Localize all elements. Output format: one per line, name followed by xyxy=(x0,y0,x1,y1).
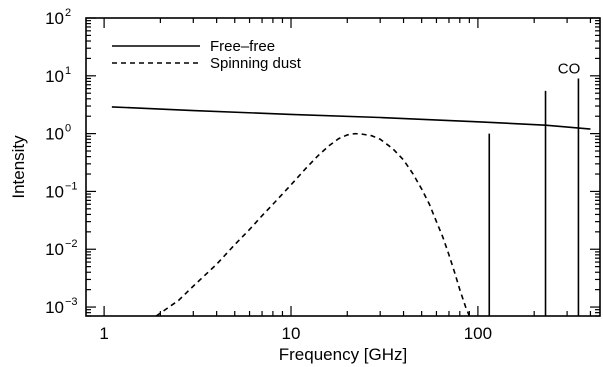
y-tick-exponent: −3 xyxy=(65,296,78,308)
y-tick-exponent: 1 xyxy=(65,65,71,77)
x-axis-label: Frequency [GHz] xyxy=(279,345,408,364)
y-tick-exponent: −2 xyxy=(65,238,78,250)
axis-ticks xyxy=(86,17,600,317)
y-tick-exponent: 0 xyxy=(65,123,71,135)
x-tick-label: 1 xyxy=(99,324,108,343)
y-tick-label: 10 xyxy=(45,125,64,144)
legend: Free–free Spinning dust xyxy=(112,38,302,72)
x-tick-label: 10 xyxy=(282,324,301,343)
y-tick-label: 10 xyxy=(45,67,64,86)
series-line-0 xyxy=(111,106,591,130)
y-axis-label: Intensity xyxy=(9,135,28,199)
x-tick-label: 100 xyxy=(464,324,492,343)
y-tick-exponent: −1 xyxy=(65,180,78,192)
series-line-1 xyxy=(155,132,471,317)
co-lines xyxy=(488,78,580,316)
series-layer xyxy=(111,106,591,317)
y-tick-label: 10 xyxy=(45,240,64,259)
plot-frame xyxy=(85,17,601,317)
legend-label-spinning-dust: Spinning dust xyxy=(210,55,302,72)
y-tick-label: 10 xyxy=(45,182,64,201)
annotation-co: CO xyxy=(558,60,581,77)
y-tick-label: 10 xyxy=(45,9,64,28)
legend-label-free-free: Free–free xyxy=(210,38,275,55)
y-tick-label: 10 xyxy=(45,298,64,317)
y-tick-exponent: 2 xyxy=(65,7,71,19)
